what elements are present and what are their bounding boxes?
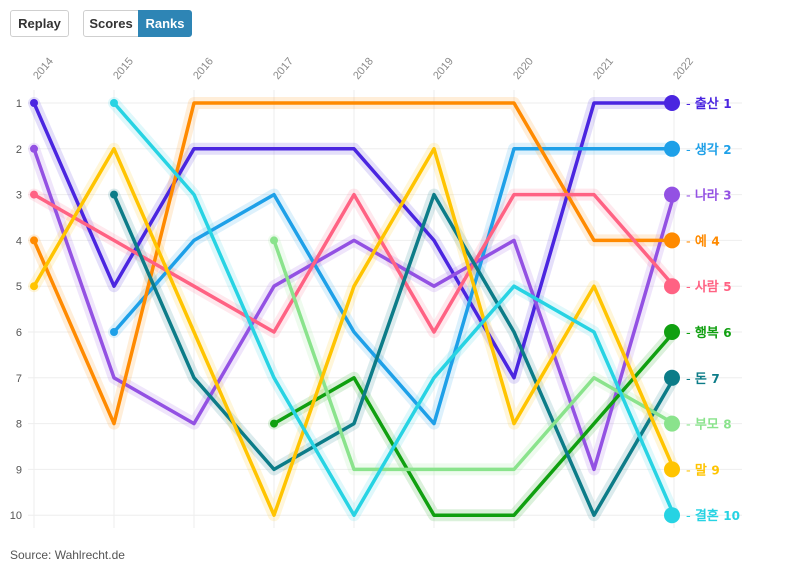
series-label: - 결혼 10 — [686, 508, 740, 524]
series-end-marker — [664, 95, 680, 111]
series-start-point — [30, 190, 38, 199]
series-start-point — [270, 419, 278, 428]
series-start-point — [110, 190, 118, 199]
replay-button[interactable]: Replay — [10, 10, 69, 37]
series-label: - 사람 5 — [686, 279, 732, 295]
series-line — [112, 147, 676, 426]
series-label: - 나라 3 — [686, 188, 732, 204]
series-label: - 출산 1 — [686, 96, 732, 112]
series-label: - 말 9 — [686, 463, 720, 478]
scores-button[interactable]: Scores — [83, 10, 139, 37]
series-start-point — [30, 99, 38, 107]
y-tick-label: 4 — [16, 235, 22, 247]
series-line — [32, 147, 676, 517]
x-tick-label: 2022 — [671, 55, 696, 81]
series-end-marker — [664, 140, 680, 157]
series-end-marker — [664, 415, 680, 432]
series-line — [272, 238, 676, 472]
y-tick-label: 7 — [16, 373, 22, 385]
series-start-point — [110, 99, 118, 107]
x-tick-label: 2014 — [31, 55, 56, 81]
series-start-point — [30, 236, 38, 245]
series-start-point — [110, 328, 118, 336]
series-end-marker — [664, 461, 680, 478]
ranks-button[interactable]: Ranks — [138, 10, 192, 37]
series-end-marker — [664, 324, 680, 340]
y-tick-label: 2 — [16, 144, 22, 156]
series-line — [112, 192, 676, 517]
x-tick-label: 2019 — [431, 55, 456, 81]
source-note: Source: Wahlrecht.de — [10, 548, 125, 562]
y-tick-label: 3 — [16, 190, 22, 202]
series-end-marker — [664, 278, 680, 295]
series-start-point — [30, 144, 38, 153]
series-start-point — [270, 236, 278, 245]
series-line — [112, 101, 676, 517]
x-tick-label: 2017 — [271, 55, 296, 81]
x-tick-label: 2016 — [191, 55, 216, 81]
y-tick-label: 6 — [16, 327, 22, 339]
series-line — [32, 147, 676, 472]
series-start-point — [30, 282, 38, 291]
series-end-marker — [664, 232, 680, 249]
series-end-marker — [664, 507, 680, 524]
x-tick-label: 2020 — [511, 55, 536, 81]
x-tick-label: 2018 — [351, 55, 376, 81]
series-end-marker — [664, 369, 680, 386]
y-tick-label: 5 — [16, 281, 22, 293]
series-label: - 부모 8 — [686, 418, 732, 433]
y-tick-label: 9 — [16, 464, 22, 476]
series-label: - 예 4 — [686, 233, 720, 249]
series-line — [272, 330, 676, 517]
series-label: - 생각 2 — [686, 143, 732, 158]
series-label: - 행복 6 — [686, 325, 732, 341]
series-end-marker — [664, 186, 680, 203]
y-tick-label: 8 — [16, 419, 22, 431]
series-label: - 돈 7 — [686, 372, 720, 387]
x-tick-label: 2021 — [591, 55, 616, 81]
y-tick-label: 10 — [10, 510, 22, 522]
x-tick-label: 2015 — [111, 55, 136, 81]
y-tick-label: 1 — [16, 98, 22, 110]
